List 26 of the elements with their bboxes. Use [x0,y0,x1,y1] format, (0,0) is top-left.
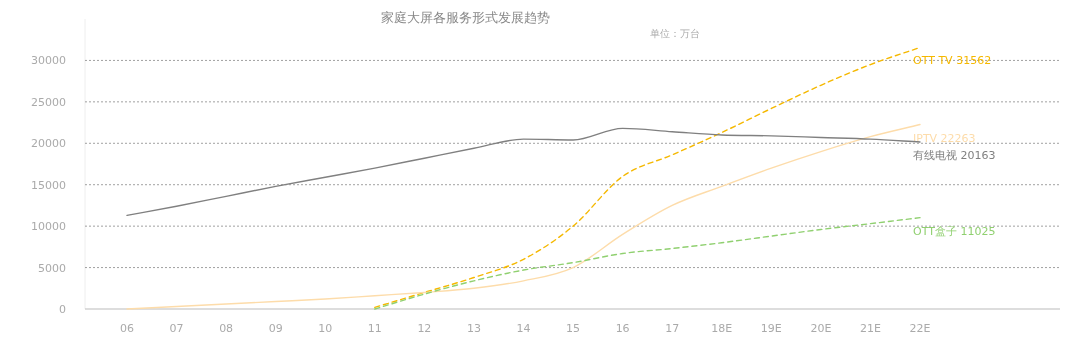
x-tick-label: 13 [466,322,481,335]
x-tick-label: 06 [120,322,134,335]
y-tick-label: 10000 [31,220,66,234]
x-tick-label: 08 [219,322,234,335]
x-tick-label: 07 [169,322,184,335]
y-tick-label: 5000 [38,261,66,275]
x-tick-label: 09 [268,322,283,335]
x-tick-label: 15 [566,322,581,335]
x-tick-label: 21E [859,322,881,335]
x-tick-label: 22E [909,322,931,335]
y-tick-label: 20000 [31,137,66,151]
x-tick-label: 17 [665,322,680,335]
x-tick-label: 11 [367,322,382,335]
x-tick-label: 10 [318,322,333,335]
x-tick-label: 14 [516,322,531,335]
x-tick-label: 19E [760,322,782,335]
chart-title: 家庭大屏各服务形式发展趋势 [380,10,550,25]
x-tick-label: 20E [810,322,832,335]
y-tick-label: 25000 [31,95,66,109]
y-tick-label: 0 [59,303,66,316]
x-tick-label: 12 [417,322,432,335]
y-tick-label: 15000 [31,178,66,192]
x-tick-label: 18E [711,322,733,335]
text: 单位：万台 [650,28,700,39]
x-tick-label: 16 [615,322,630,335]
y-tick-label: 30000 [31,54,66,68]
